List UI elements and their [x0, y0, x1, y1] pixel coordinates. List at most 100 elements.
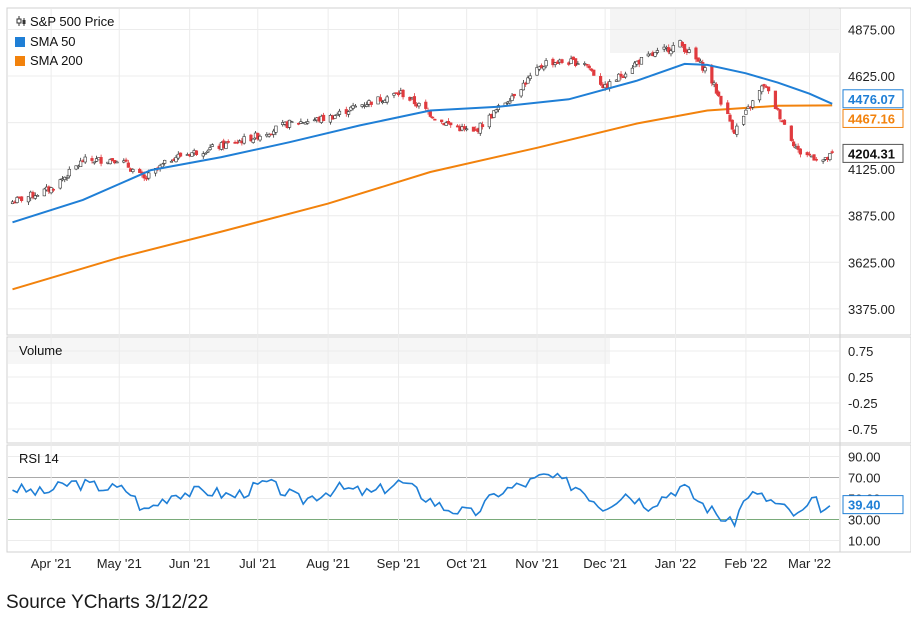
candle-body: [585, 63, 589, 66]
candle-body: [687, 49, 691, 53]
candle-body: [74, 165, 78, 170]
candle-body: [274, 125, 278, 133]
candle-body: [33, 195, 37, 199]
price-y-tick-label: 3625.00: [848, 255, 895, 270]
candle-body: [821, 159, 825, 162]
candle-body: [449, 122, 453, 126]
sma200-last-label-box: [842, 108, 904, 128]
candle-body: [440, 119, 444, 123]
volume-y-tick-label: -0.25: [848, 396, 878, 411]
candle-body: [728, 114, 732, 122]
sma-200-path: [12, 104, 833, 291]
candle-body: [465, 128, 469, 131]
candle-body: [671, 45, 675, 53]
candle-body: [535, 67, 539, 76]
candle-body: [778, 109, 782, 120]
candle-body: [569, 58, 573, 64]
candle-body: [696, 57, 700, 62]
candle-body: [776, 108, 780, 110]
candle-body: [555, 61, 560, 64]
candle-body: [124, 159, 128, 162]
legend-price-label: S&P 500 Price: [30, 14, 114, 29]
price-y-tick-label: 4625.00: [848, 69, 895, 84]
rsi-path: [12, 472, 831, 528]
candle-body: [51, 188, 56, 191]
price-legend: S&P 500 Price SMA 50 SMA 200: [15, 14, 114, 68]
candle-body: [306, 121, 310, 124]
candle-body: [712, 82, 716, 85]
candle-body: [478, 122, 482, 134]
candle-body: [131, 169, 135, 172]
candle-body: [79, 160, 83, 168]
candle-body: [592, 69, 596, 76]
candle-body: [762, 84, 766, 87]
candle-body: [428, 111, 432, 117]
x-tick-label: Jan '22: [655, 556, 697, 571]
candle-body: [655, 50, 659, 53]
candle-body: [365, 104, 369, 107]
candle-body: [576, 63, 580, 65]
candle-body: [828, 153, 832, 160]
candle-body: [430, 116, 435, 119]
sma50-last-label: 4476.07: [848, 92, 895, 107]
rsi-y-tick-label: 30.00: [848, 513, 881, 528]
rsi-last-label-box: [842, 495, 904, 515]
candle-body: [147, 172, 151, 179]
candle-body: [169, 160, 174, 163]
candle-body: [462, 126, 466, 129]
x-tick-label: Feb '22: [724, 556, 767, 571]
candle-body: [160, 163, 164, 168]
candle-body: [508, 100, 512, 104]
candle-body: [744, 109, 748, 115]
candle-body: [163, 159, 167, 164]
candle-body: [444, 122, 448, 126]
x-tick-label: May '21: [97, 556, 142, 571]
candle-body: [417, 102, 421, 107]
candle-body: [142, 174, 146, 179]
x-tick-label: Jul '21: [239, 556, 276, 571]
volume-y-tick-label: 0.75: [848, 344, 873, 359]
candle-body: [807, 153, 812, 156]
sma200-last-label: 4467.16: [848, 111, 895, 126]
candle-body: [412, 96, 417, 105]
candle-body: [42, 188, 46, 197]
candle-body: [203, 152, 208, 155]
candle-body: [487, 114, 491, 128]
candle-body: [242, 136, 246, 144]
candle-body: [735, 125, 739, 135]
candle-body: [726, 102, 730, 115]
candle-body: [138, 168, 142, 173]
candlestick-icon: [16, 16, 26, 26]
candle-body: [353, 105, 357, 108]
candle-body: [58, 179, 62, 189]
candle-body: [760, 85, 764, 93]
candle-body: [83, 156, 87, 163]
candle-body: [15, 197, 19, 203]
candlesticks: [10, 39, 834, 206]
candle-body: [528, 75, 532, 79]
stock-chart: 4875.004625.004375.004125.003875.003625.…: [6, 7, 911, 571]
candle-body: [653, 52, 657, 57]
candle-body: [424, 101, 428, 109]
candle-body: [113, 160, 117, 164]
x-tick-label: Oct '21: [446, 556, 487, 571]
x-tick-label: Dec '21: [583, 556, 627, 571]
source-note: Source YCharts 3/12/22: [6, 592, 209, 613]
candle-body: [392, 93, 396, 96]
candle-body: [742, 115, 746, 125]
candle-body: [669, 50, 673, 55]
candle-body: [789, 125, 793, 141]
candle-body: [667, 47, 671, 53]
candle-body: [521, 82, 526, 91]
candle-body: [206, 150, 210, 153]
rsi-line: [12, 472, 831, 528]
candle-body: [537, 66, 541, 70]
candle-body: [814, 158, 818, 161]
candle-body: [65, 177, 69, 179]
candle-body: [617, 73, 621, 82]
volume-title: Volume: [19, 343, 62, 358]
candle-body: [194, 150, 199, 155]
candle-body: [249, 134, 253, 142]
candle-body: [830, 151, 834, 153]
candle-body: [144, 177, 149, 180]
